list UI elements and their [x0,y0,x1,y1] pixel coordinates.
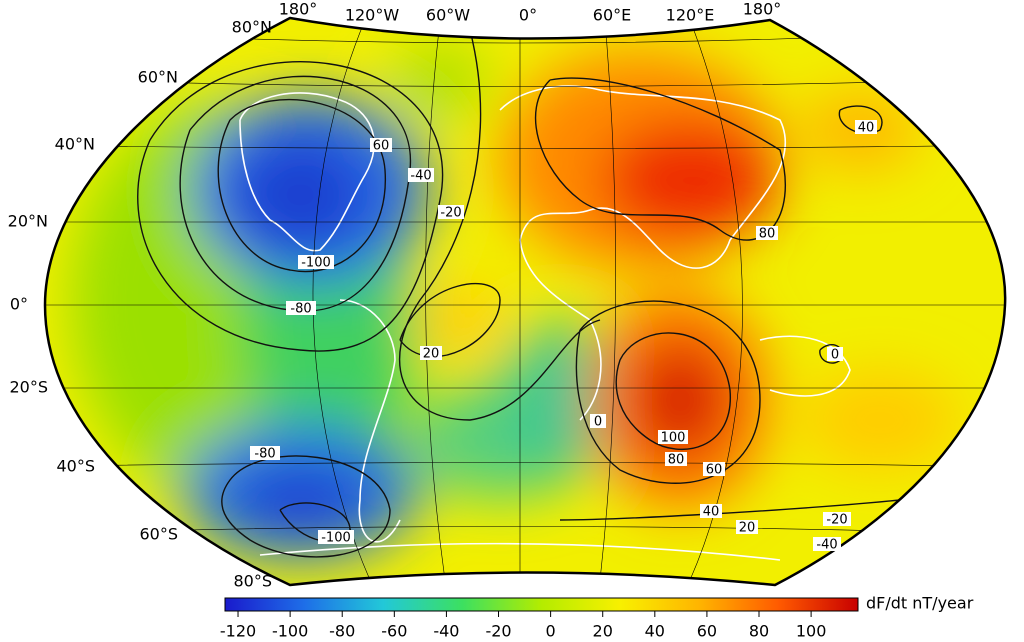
lon-label: 180° [743,0,782,19]
contour-label: 20 [739,521,756,536]
contour-label: -100 [321,531,351,546]
lat-label: 40°N [55,135,95,154]
colorbar: dF/dt nT/year -120 -100 -80 -60 -40 -20 0 20 40 6… [220,594,974,641]
contour-label: 80 [759,227,776,242]
lon-label: 60°E [593,6,631,25]
lat-label: 0° [10,295,28,314]
contour-label: -100 [301,256,331,271]
colorbar-tick-label: 40 [645,622,665,641]
contour-label: 40 [858,121,875,136]
colorbar-tick-label: -100 [272,622,308,641]
contour-label: 0 [594,415,602,430]
contour-label: 60 [706,463,723,478]
colorbar-label: dF/dt nT/year [866,594,974,613]
contour-label: -80 [290,302,311,317]
longitude-labels: 180° 120°W 60°W 0° 60°E 120°E 180° [279,0,782,25]
contour-label: 0 [831,348,839,363]
lat-label: 20°N [8,212,48,231]
lat-label: 60°S [139,525,178,544]
colorbar-tick-label: -80 [329,622,355,641]
contour-label: -80 [254,447,275,462]
contour-label: 20 [423,347,440,362]
colorbar-tick-label: 60 [697,622,717,641]
lon-label: 60°W [426,6,470,25]
lon-label: 180° [279,0,318,19]
contour-label: -40 [410,169,431,184]
lon-label: 0° [519,6,537,25]
contour-label: -20 [440,206,461,221]
contour-label: 80 [668,453,685,468]
colorbar-tick-label: -40 [433,622,459,641]
colorbar-ramp [224,597,859,612]
contour-label: 60 [373,139,390,154]
colorbar-tick-label: -60 [381,622,407,641]
lat-label: 60°N [138,68,178,87]
colorbar-tick-label: 0 [546,622,556,641]
lat-label: 20°S [9,378,48,397]
lat-label: 80°S [233,572,272,591]
contour-label: 100 [661,431,686,446]
colorbar-tick-label: 20 [593,622,613,641]
lon-label: 120°W [345,6,400,25]
contours [137,29,901,558]
lat-label: 40°S [56,457,95,476]
contour-label: 40 [703,505,720,520]
colorbar-tick-label: 100 [796,622,827,641]
colorbar-tick-label: -20 [485,622,511,641]
lat-label: 80°N [232,18,272,37]
map-frame [43,16,1007,587]
colorbar-tick-label: -120 [220,622,256,641]
contour-label: -20 [826,513,847,528]
lon-label: 120°E [666,6,715,25]
latitude-labels: 80°N 60°N 40°N 20°N 0° 20°S 40°S 60°S 80… [8,18,272,591]
contour-labels: 60 -40 -20 40 80 -100 -80 20 0 0 100 80 … [250,120,877,553]
contour-label: -40 [816,538,837,553]
colorbar-tick-label: 80 [749,622,769,641]
